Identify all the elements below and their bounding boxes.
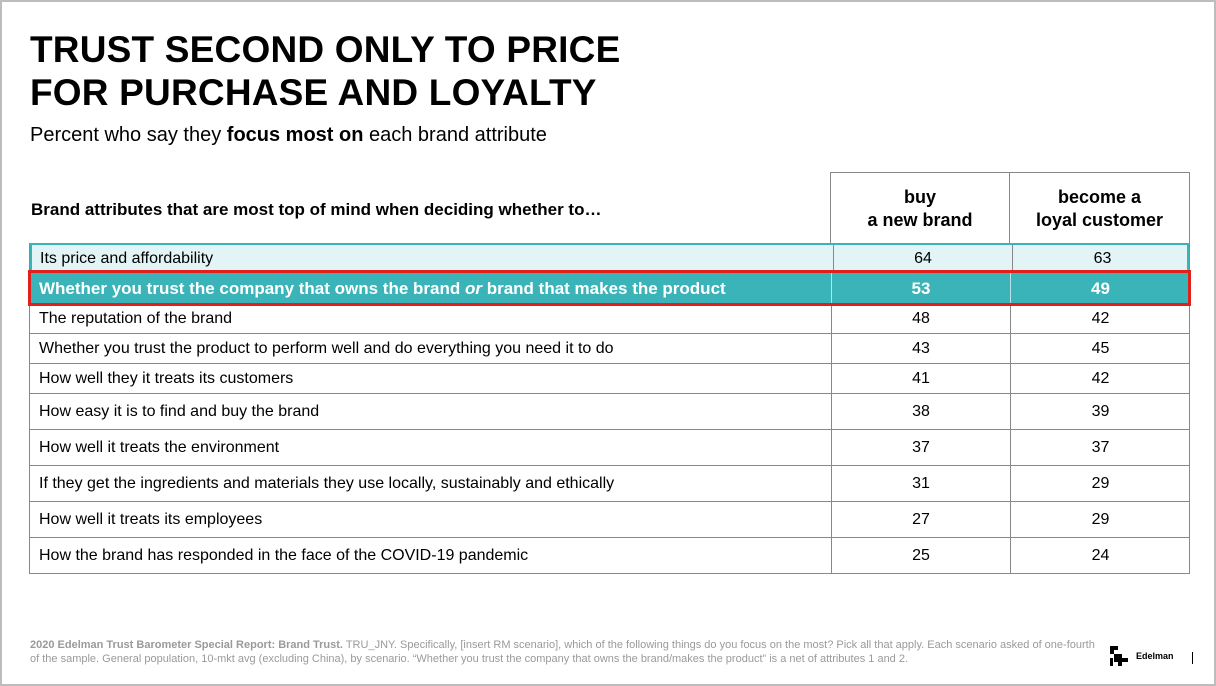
table-row-price: Its price and affordability 64 63 <box>30 243 1189 272</box>
table-header: Brand attributes that are most top of mi… <box>29 172 1190 243</box>
table-row: How easy it is to find and buy the brand… <box>30 393 1189 429</box>
subtitle: Percent who say they focus most on each … <box>30 123 547 147</box>
value-buy: 27 <box>831 502 1010 537</box>
row-label: If they get the ingredients and material… <box>39 474 615 492</box>
table-row: Whether you trust the product to perform… <box>30 333 1189 363</box>
row-label: Its price and affordability <box>40 249 214 267</box>
value-loyal: 42 <box>1010 364 1190 393</box>
column-header-buy-line2: a new brand <box>867 210 973 230</box>
edelman-logo-icon <box>1110 646 1128 666</box>
column-header-loyal-line1: become a <box>1057 187 1142 207</box>
edelman-logo: Edelman <box>1108 644 1174 668</box>
title-line-1: TRUST SECOND ONLY TO PRICE <box>30 29 621 70</box>
row-label-em: or <box>464 278 482 298</box>
column-header-buy-line1: buy <box>903 187 936 207</box>
table-row: How the brand has responded in the face … <box>30 537 1189 573</box>
subtitle-bold: focus most on <box>226 124 364 146</box>
subtitle-post: each brand attribute <box>363 124 547 146</box>
row-label: How well it treats the environment <box>39 438 280 456</box>
value-loyal: 29 <box>1010 502 1190 537</box>
edelman-logo-text: Edelman <box>1136 651 1174 661</box>
value-buy: 43 <box>831 334 1010 363</box>
page-title: TRUST SECOND ONLY TO PRICE FOR PURCHASE … <box>30 28 620 114</box>
value-loyal: 39 <box>1010 394 1190 429</box>
subtitle-pre: Percent who say they <box>30 124 227 146</box>
row-label-pre: Whether you trust the company that owns … <box>39 278 465 298</box>
value-loyal: 24 <box>1010 538 1190 573</box>
value-loyal: 49 <box>1010 273 1190 304</box>
row-label: The reputation of the brand <box>39 310 233 327</box>
source-footnote: 2020 Edelman Trust Barometer Special Rep… <box>30 638 1100 666</box>
table-row: How well they it treats its customers 41… <box>30 363 1189 393</box>
row-header-label: Brand attributes that are most top of mi… <box>31 200 602 219</box>
value-buy: 41 <box>831 364 1010 393</box>
value-loyal: 37 <box>1010 430 1190 465</box>
table-body: Its price and affordability 64 63 Whethe… <box>28 243 1191 574</box>
value-loyal: 29 <box>1010 466 1190 501</box>
row-label: How the brand has responded in the face … <box>39 546 529 564</box>
value-buy: 25 <box>831 538 1010 573</box>
value-loyal: 45 <box>1010 334 1190 363</box>
footer-divider <box>1192 652 1193 664</box>
title-line-2: FOR PURCHASE AND LOYALTY <box>30 72 597 113</box>
table-row: How well it treats the environment 37 37 <box>30 429 1189 465</box>
value-buy: 31 <box>831 466 1010 501</box>
value-loyal: 42 <box>1010 305 1190 333</box>
row-label: How well they it treats its customers <box>39 369 294 387</box>
value-loyal: 63 <box>1012 245 1192 272</box>
column-header-loyal: become a loyal customer <box>1009 172 1190 243</box>
value-buy: 37 <box>831 430 1010 465</box>
row-label: How easy it is to find and buy the brand <box>39 402 320 420</box>
column-header-loyal-line2: loyal customer <box>1035 210 1164 230</box>
table-row-trust-highlighted: Whether you trust the company that owns … <box>28 270 1191 306</box>
value-buy: 53 <box>831 273 1010 304</box>
row-label-post: brand that makes the product <box>481 278 726 298</box>
footnote-text: TRU_JNY. Specifically, [insert RM scenar… <box>30 639 1095 665</box>
brand-attributes-table: Brand attributes that are most top of mi… <box>28 172 1191 574</box>
row-label: Whether you trust the product to perform… <box>39 339 614 357</box>
row-label: Whether you trust the company that owns … <box>30 279 831 299</box>
table-row: How well it treats its employees 27 29 <box>30 501 1189 537</box>
table-row: If they get the ingredients and material… <box>30 465 1189 501</box>
column-header-buy: buy a new brand <box>830 172 1010 243</box>
footnote-source-bold: 2020 Edelman Trust Barometer Special Rep… <box>30 639 343 651</box>
value-buy: 64 <box>833 245 1012 272</box>
row-label: How well it treats its employees <box>39 510 263 528</box>
value-buy: 48 <box>831 305 1010 333</box>
table-row: The reputation of the brand 48 42 <box>30 304 1189 333</box>
value-buy: 38 <box>831 394 1010 429</box>
